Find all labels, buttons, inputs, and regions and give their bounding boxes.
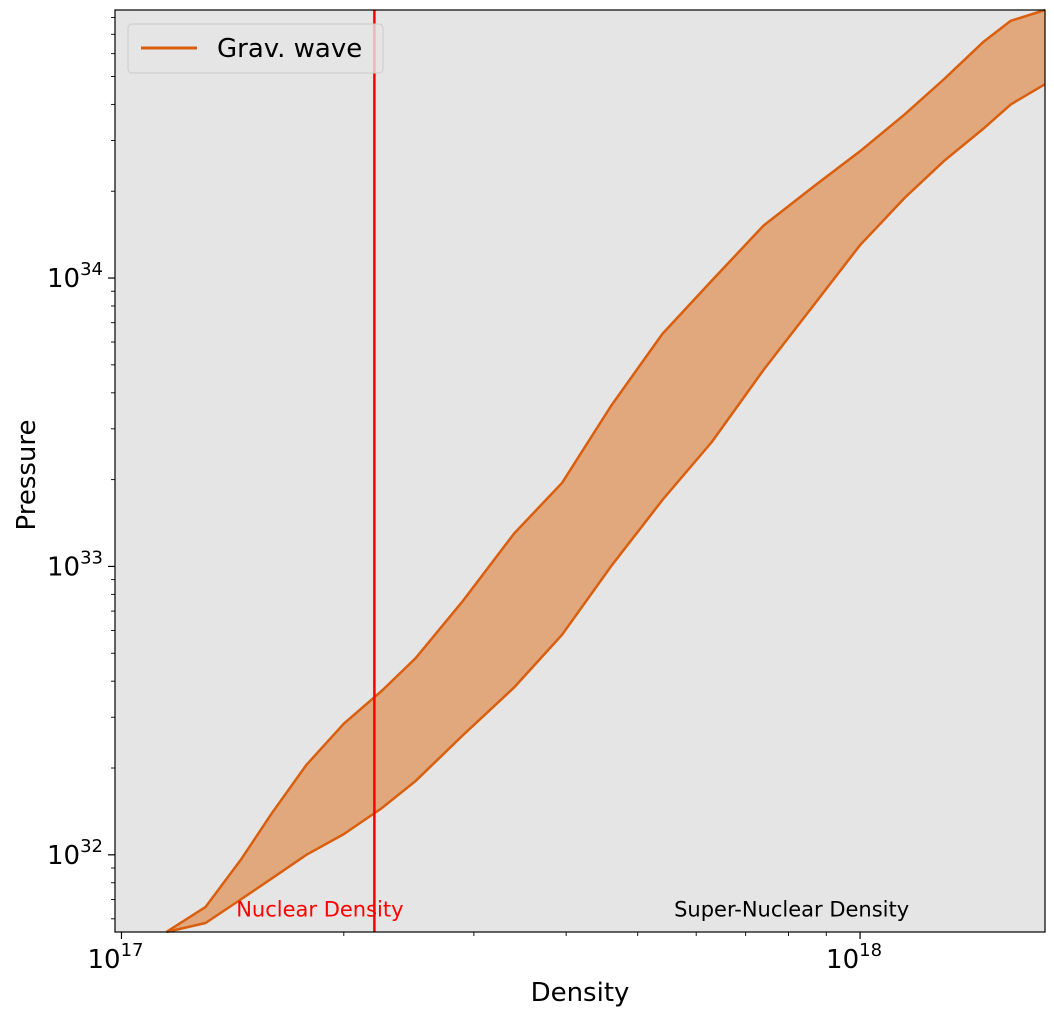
y-tick-label: 1034 [47, 259, 103, 294]
legend: Grav. wave [127, 23, 384, 74]
y-axis-title: Pressure [12, 419, 42, 530]
y-tick-label: 1032 [47, 836, 103, 871]
nuclear-density-annotation: Nuclear Density [236, 898, 403, 922]
x-tick-label: 1018 [826, 940, 882, 975]
legend-box [127, 23, 384, 74]
x-tick-labels: 1017 1018 [87, 940, 882, 975]
series-band-fill [166, 10, 1046, 932]
series-lower-bound-line [166, 83, 1046, 934]
minor-ticks [111, 17, 827, 936]
series-upper-bound-line [165, 8, 1046, 934]
x-tick-label: 1017 [87, 940, 143, 975]
y-tick-labels: 1032 1033 1034 [47, 259, 103, 871]
legend-label-grav-wave: Grav. wave [217, 34, 362, 64]
plot-frame [114, 9, 1046, 933]
x-axis-title: Density [531, 978, 630, 1008]
major-ticks [108, 277, 861, 939]
series-layer [165, 8, 1046, 934]
annotations: Nuclear Density Super-Nuclear Density [236, 898, 909, 922]
super-nuclear-density-annotation: Super-Nuclear Density [674, 898, 909, 922]
y-tick-label: 1033 [47, 547, 103, 582]
